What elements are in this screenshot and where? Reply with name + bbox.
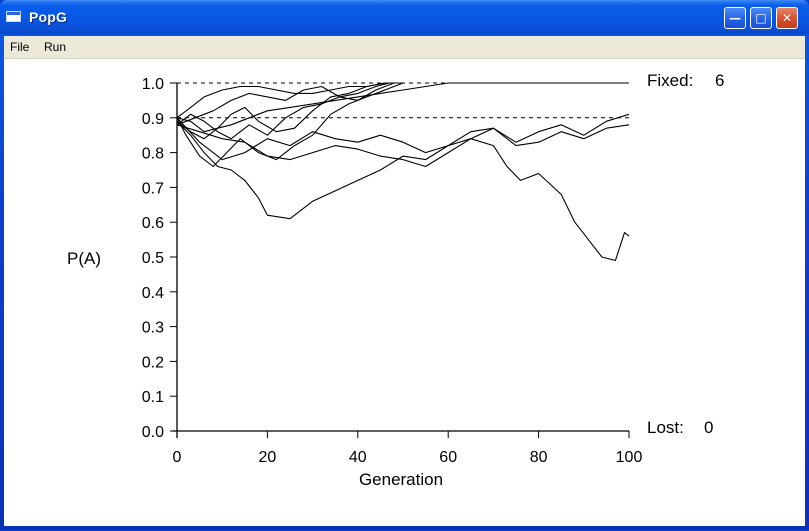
x-tick-label: 0 <box>173 449 182 466</box>
y-tick-label: 0.5 <box>142 250 164 267</box>
series-line <box>176 117 630 161</box>
plot-area: 0.0 0.1 0.2 0.3 0.4 0.5 0.6 0.7 0.8 0.9 1.0 0 20 40 6… <box>4 59 805 526</box>
title-bar[interactable]: PopG — □ ✕ <box>0 0 809 34</box>
menu-run[interactable]: Run <box>44 40 67 54</box>
menu-bar: File Run <box>4 36 805 59</box>
series-line <box>176 120 630 262</box>
y-tick-label: 0.2 <box>142 354 164 371</box>
menu-file[interactable]: File <box>10 40 30 54</box>
x-axis-label: Generation <box>359 470 443 489</box>
y-tick-label: 0.9 <box>142 111 164 128</box>
fixed-count: 6 <box>715 71 724 90</box>
minimize-icon: — <box>729 11 741 25</box>
y-tick-label: 0.6 <box>142 215 164 232</box>
axes <box>173 83 629 438</box>
allele-frequency-chart: 0.0 0.1 0.2 0.3 0.4 0.5 0.6 0.7 0.8 0.9 1.0 0 20 40 6… <box>67 71 724 489</box>
series-line <box>176 113 630 168</box>
y-axis-ticks: 0.0 0.1 0.2 0.3 0.4 0.5 0.6 0.7 0.8 0.9 1.0 <box>142 76 177 441</box>
y-tick-label: 1.0 <box>142 76 164 93</box>
x-tick-label: 40 <box>349 449 367 466</box>
fixed-label: Fixed: <box>647 71 693 90</box>
y-tick-label: 0.0 <box>142 424 164 441</box>
series-lines <box>176 82 630 262</box>
series-line <box>176 82 629 133</box>
x-tick-label: 100 <box>616 449 643 466</box>
y-axis-label: P(A) <box>67 249 101 268</box>
minimize-button[interactable]: — <box>724 7 746 29</box>
y-tick-label: 0.8 <box>142 146 164 163</box>
series-line <box>176 82 404 168</box>
x-tick-label: 20 <box>259 449 277 466</box>
maximize-icon: □ <box>755 11 767 25</box>
x-axis-ticks: 0 20 40 60 80 100 <box>173 431 643 466</box>
series-line <box>176 82 386 140</box>
app-window-icon <box>6 11 21 22</box>
x-tick-label: 60 <box>439 449 457 466</box>
y-tick-label: 0.1 <box>142 389 164 406</box>
window-title: PopG <box>29 9 68 25</box>
x-tick-label: 80 <box>530 449 548 466</box>
reference-lines <box>177 82 629 432</box>
y-tick-label: 0.7 <box>142 180 164 197</box>
y-tick-label: 0.3 <box>142 320 164 337</box>
close-button[interactable]: ✕ <box>776 7 798 29</box>
close-icon: ✕ <box>781 11 793 25</box>
series-line <box>176 82 403 119</box>
lost-count: 0 <box>704 418 713 437</box>
maximize-button[interactable]: □ <box>750 7 772 29</box>
lost-label: Lost: <box>647 418 684 437</box>
series-line <box>176 82 390 140</box>
y-tick-label: 0.4 <box>142 285 164 302</box>
